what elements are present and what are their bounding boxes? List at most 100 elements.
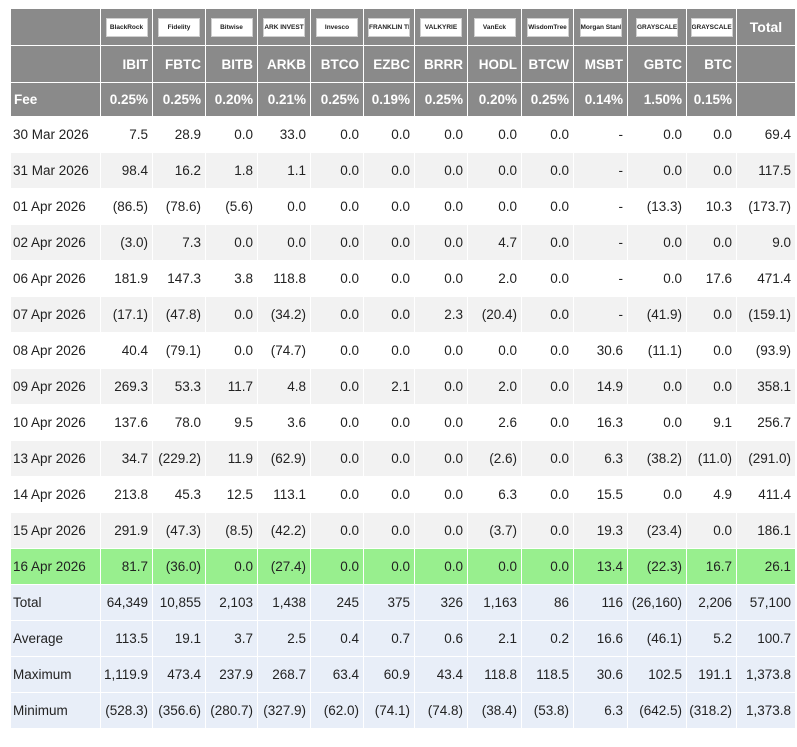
flow-cell: 0.0 (686, 224, 737, 261)
summary-label: Minimum (10, 692, 101, 729)
ticker-header: IBIT (100, 45, 153, 83)
row-total-cell: 117.5 (736, 152, 796, 189)
summary-cell: (62.0) (310, 692, 364, 729)
summary-cell: 268.7 (257, 656, 311, 693)
issuer-logo: Fidelity (158, 17, 200, 37)
summary-total-cell: 1,373.8 (736, 692, 796, 729)
flow-cell: 16.7 (686, 548, 737, 585)
flow-cell: (22.3) (627, 548, 687, 585)
flow-cell: 0.0 (627, 152, 687, 189)
fee-value: 0.14% (573, 82, 628, 117)
flow-cell: 0.0 (521, 368, 574, 405)
issuer-logo-cell: Bitwise (205, 8, 258, 46)
flow-cell: 0.0 (521, 332, 574, 369)
flow-cell: 11.7 (205, 368, 258, 405)
fee-value: 0.25% (100, 82, 153, 117)
ticker-corner-cell (10, 45, 101, 83)
summary-cell: 2.5 (257, 620, 311, 657)
flow-cell: 11.9 (205, 440, 258, 477)
table-row: 31 Mar 2026 98.4 16.2 1.8 1.1 0.0 0.0 0.0 0.0 0.0… (10, 152, 796, 189)
flow-cell: 0.0 (521, 440, 574, 477)
ticker-header: BTCO (310, 45, 364, 83)
row-total-cell: 471.4 (736, 260, 796, 297)
summary-cell: (318.2) (686, 692, 737, 729)
flow-cell: (86.5) (100, 188, 153, 225)
flow-cell: (13.3) (627, 188, 687, 225)
flow-cell: 118.8 (257, 260, 311, 297)
flow-cell: 0.0 (363, 224, 415, 261)
flow-cell: 2.6 (467, 404, 522, 441)
ticker-total-empty-cell (736, 45, 796, 83)
summary-cell: 375 (363, 584, 415, 621)
flow-cell: (47.8) (152, 296, 206, 333)
flow-cell: 53.3 (152, 368, 206, 405)
flow-cell: 269.3 (100, 368, 153, 405)
fee-value: 0.21% (257, 82, 311, 117)
row-date: 30 Mar 2026 (10, 116, 101, 153)
flow-cell: 181.9 (100, 260, 153, 297)
flow-cell: 0.0 (627, 476, 687, 513)
ticker-header: GBTC (627, 45, 687, 83)
flow-cell: - (573, 296, 628, 333)
flow-cell: 0.0 (686, 512, 737, 549)
flow-cell: 6.3 (573, 440, 628, 477)
flow-cell: (78.6) (152, 188, 206, 225)
summary-cell: (74.1) (363, 692, 415, 729)
summary-cell: (327.9) (257, 692, 311, 729)
flow-cell: 0.0 (310, 368, 364, 405)
summary-cell: 237.9 (205, 656, 258, 693)
flow-cell: 0.0 (310, 296, 364, 333)
row-date: 07 Apr 2026 (10, 296, 101, 333)
flow-cell: 3.6 (257, 404, 311, 441)
summary-cell: 0.4 (310, 620, 364, 657)
ticker-header: ARKB (257, 45, 311, 83)
flow-cell: 16.3 (573, 404, 628, 441)
issuer-logo: BlackRock (105, 17, 148, 37)
summary-cell: (280.7) (205, 692, 258, 729)
summary-cell: 86 (521, 584, 574, 621)
issuer-logo: ARK INVEST (263, 17, 305, 37)
flow-cell: (5.6) (205, 188, 258, 225)
flow-cell: 0.0 (521, 512, 574, 549)
fee-value: 0.25% (152, 82, 206, 117)
flow-cell: 13.4 (573, 548, 628, 585)
flow-cell: (47.3) (152, 512, 206, 549)
row-date: 01 Apr 2026 (10, 188, 101, 225)
table-row: 09 Apr 2026 269.3 53.3 11.7 4.8 0.0 2.1 0.0 2.0 0… (10, 368, 796, 405)
flow-cell: 4.9 (686, 476, 737, 513)
summary-cell: 10,855 (152, 584, 206, 621)
summary-row: Minimum (528.3) (356.6) (280.7) (327.9) (62.0… (10, 692, 796, 729)
flow-cell: 0.0 (310, 260, 364, 297)
row-date: 06 Apr 2026 (10, 260, 101, 297)
flow-cell: 0.0 (521, 188, 574, 225)
flow-cell: 0.0 (686, 332, 737, 369)
summary-total-cell: 57,100 (736, 584, 796, 621)
summary-cell: 60.9 (363, 656, 415, 693)
flow-cell: 0.0 (310, 116, 364, 153)
fee-row: Fee 0.25% 0.25% 0.20% 0.21% 0.25% 0.19% 0.25% 0.… (10, 82, 796, 117)
flow-cell: 0.0 (310, 548, 364, 585)
table-row: 15 Apr 2026 291.9 (47.3) (8.5) (42.2) 0.0 0.0 0… (10, 512, 796, 549)
fee-label: Fee (10, 82, 101, 117)
flow-cell: 0.0 (414, 512, 468, 549)
flow-cell: (2.6) (467, 440, 522, 477)
flow-cell: 0.0 (467, 116, 522, 153)
flow-cell: - (573, 188, 628, 225)
row-total-cell: 358.1 (736, 368, 796, 405)
flow-cell: 0.0 (205, 224, 258, 261)
summary-cell: 118.5 (521, 656, 574, 693)
flow-cell: 0.0 (686, 368, 737, 405)
flow-cell: 0.0 (363, 296, 415, 333)
issuer-logo-cell: Invesco (310, 8, 364, 46)
flow-cell: 45.3 (152, 476, 206, 513)
flow-cell: 147.3 (152, 260, 206, 297)
summary-cell: (38.4) (467, 692, 522, 729)
flow-cell: 0.0 (686, 116, 737, 153)
ticker-header: MSBT (573, 45, 628, 83)
flow-cell: 0.0 (521, 116, 574, 153)
flow-cell: - (573, 260, 628, 297)
flow-cell: 0.0 (521, 548, 574, 585)
flow-cell: 0.0 (521, 260, 574, 297)
flow-cell: 0.0 (467, 332, 522, 369)
etf-flows-table-container: BlackRock Fidelity Bitwise ARK INVEST Invesc… (10, 8, 796, 729)
